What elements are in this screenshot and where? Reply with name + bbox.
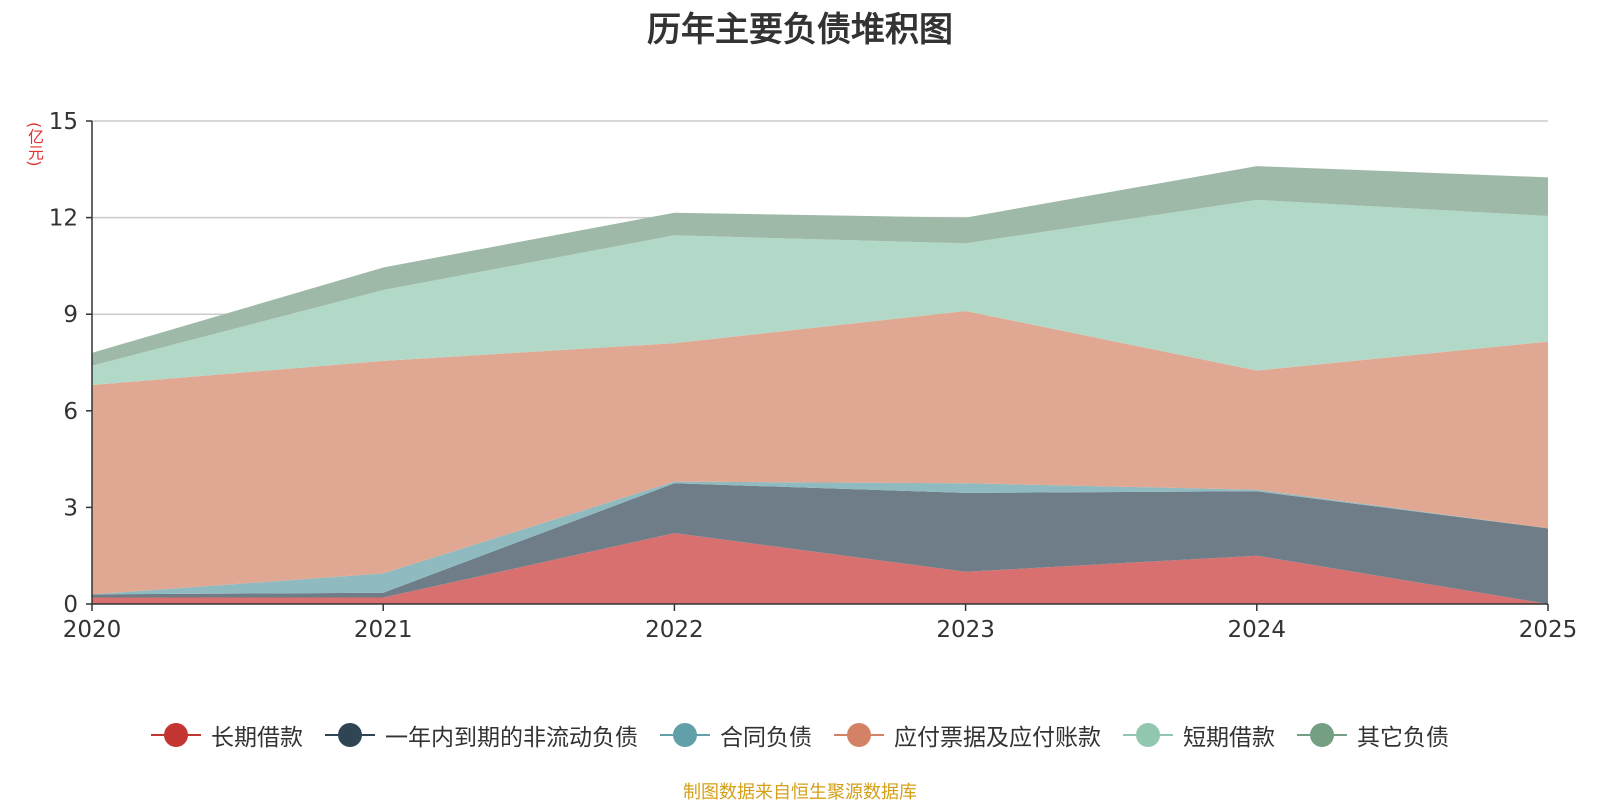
x-tick-label: 2022 (645, 617, 704, 643)
x-tick-label: 2020 (63, 617, 122, 643)
area-series-5 (92, 166, 1548, 366)
chart-title: 历年主要负债堆积图 (647, 10, 953, 50)
axes: 0 3 6 9 12 15 2020 2021 2022 2023 2024 2025 (49, 109, 1578, 643)
legend-label: 合同负债 (720, 725, 812, 751)
legend-label: 其它负债 (1357, 725, 1449, 751)
legend-item-4[interactable]: 短期借款 (1123, 718, 1275, 752)
area-series (92, 166, 1548, 604)
y-tick-label: 6 (63, 399, 78, 425)
x-tick-label: 2024 (1228, 617, 1287, 643)
x-tick-label: 2021 (354, 617, 413, 643)
legend-marker-icon (660, 723, 710, 747)
legend-item-1[interactable]: 一年内到期的非流动负债 (325, 718, 638, 752)
area-series-0 (92, 533, 1548, 604)
y-tick-label: 3 (63, 495, 78, 521)
legend-marker-icon (151, 723, 201, 747)
legend-item-5[interactable]: 其它负债 (1297, 718, 1449, 752)
y-tick-label: 12 (49, 206, 78, 232)
legend-item-0[interactable]: 长期借款 (151, 718, 303, 752)
area-series-4 (92, 199, 1548, 386)
legend-item-2[interactable]: 合同负债 (660, 718, 812, 752)
x-tick-label: 2023 (936, 617, 995, 643)
x-tick-label: 2025 (1519, 617, 1578, 643)
source-note: 制图数据来自恒生聚源数据库 (683, 782, 917, 803)
legend: 长期借款 一年内到期的非流动负债 合同负债 应付票据及应付账款 短期借款 其它负债 (0, 718, 1600, 752)
area-series-1 (92, 483, 1548, 604)
legend-marker-icon (1123, 723, 1173, 747)
legend-label: 应付票据及应付账款 (894, 725, 1101, 751)
area-series-3 (92, 310, 1548, 595)
y-axis-unit-label: (亿元) (25, 122, 44, 167)
legend-marker-icon (834, 723, 884, 747)
legend-item-3[interactable]: 应付票据及应付账款 (834, 718, 1101, 752)
legend-marker-icon (1297, 723, 1347, 747)
y-tick-label: 15 (49, 109, 78, 135)
legend-marker-icon (325, 723, 375, 747)
y-tick-label: 9 (63, 302, 78, 328)
legend-label: 一年内到期的非流动负债 (385, 725, 638, 751)
legend-label: 长期借款 (211, 725, 303, 751)
legend-label: 短期借款 (1183, 725, 1275, 751)
y-tick-label: 0 (63, 592, 78, 618)
